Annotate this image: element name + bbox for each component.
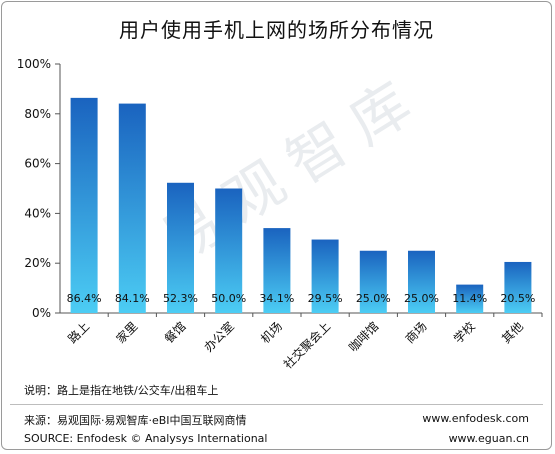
x-tick-label: 咖啡馆 xyxy=(345,319,381,355)
x-tick-label: 社交聚会上 xyxy=(280,319,333,372)
data-label: 29.5% xyxy=(308,292,343,305)
data-label: 34.1% xyxy=(259,292,294,305)
bar-7 xyxy=(359,250,387,313)
data-label: 84.1% xyxy=(115,292,150,305)
footer-divider xyxy=(10,404,543,405)
bar-1 xyxy=(70,97,98,313)
x-tick-label: 办公室 xyxy=(201,319,237,355)
bar-5 xyxy=(263,228,291,313)
data-label: 25.0% xyxy=(356,292,391,305)
site-link-eguan[interactable]: www.eguan.cn xyxy=(448,432,529,445)
x-tick-label: 商场 xyxy=(402,319,430,347)
data-label: 50.0% xyxy=(211,292,246,305)
bar-4 xyxy=(215,188,243,313)
x-tick-label: 路上 xyxy=(65,319,93,347)
bar-3 xyxy=(167,182,194,313)
x-tick-label: 学校 xyxy=(450,319,478,347)
data-label: 52.3% xyxy=(163,292,198,305)
y-tick-label: 80% xyxy=(24,107,51,121)
y-tick-label: 40% xyxy=(24,206,51,220)
site-link-enfodesk[interactable]: www.enfodesk.com xyxy=(422,412,529,425)
y-tick-label: 0% xyxy=(32,306,51,320)
y-tick-label: 60% xyxy=(24,157,51,171)
bar-9 xyxy=(456,284,484,313)
data-label: 20.5% xyxy=(500,292,535,305)
bar-6 xyxy=(311,239,339,313)
x-tick-label: 其他 xyxy=(499,319,526,346)
y-tick-label: 20% xyxy=(24,256,51,270)
x-tick-label: 餐馆 xyxy=(161,319,189,347)
bar-10 xyxy=(504,261,532,313)
chart-title: 用户使用手机上网的场所分布情况 xyxy=(119,18,434,42)
source-cn: 来源：易观国际·易观智库·eBI中国互联网商情 xyxy=(24,414,247,427)
data-label: 86.4% xyxy=(67,292,102,305)
data-label: 25.0% xyxy=(404,292,439,305)
data-label: 11.4% xyxy=(452,292,487,305)
x-tick-label: 家里 xyxy=(113,319,141,347)
source-en: SOURCE: Enfodesk © Analysys Internationa… xyxy=(24,432,268,445)
chart-note: 说明：路上是指在地铁/公交车/出租车上 xyxy=(24,384,219,397)
x-tick-label: 机场 xyxy=(258,319,285,346)
bar-2 xyxy=(118,103,146,313)
y-tick-label: 100% xyxy=(17,57,51,71)
bar-8 xyxy=(408,250,435,313)
